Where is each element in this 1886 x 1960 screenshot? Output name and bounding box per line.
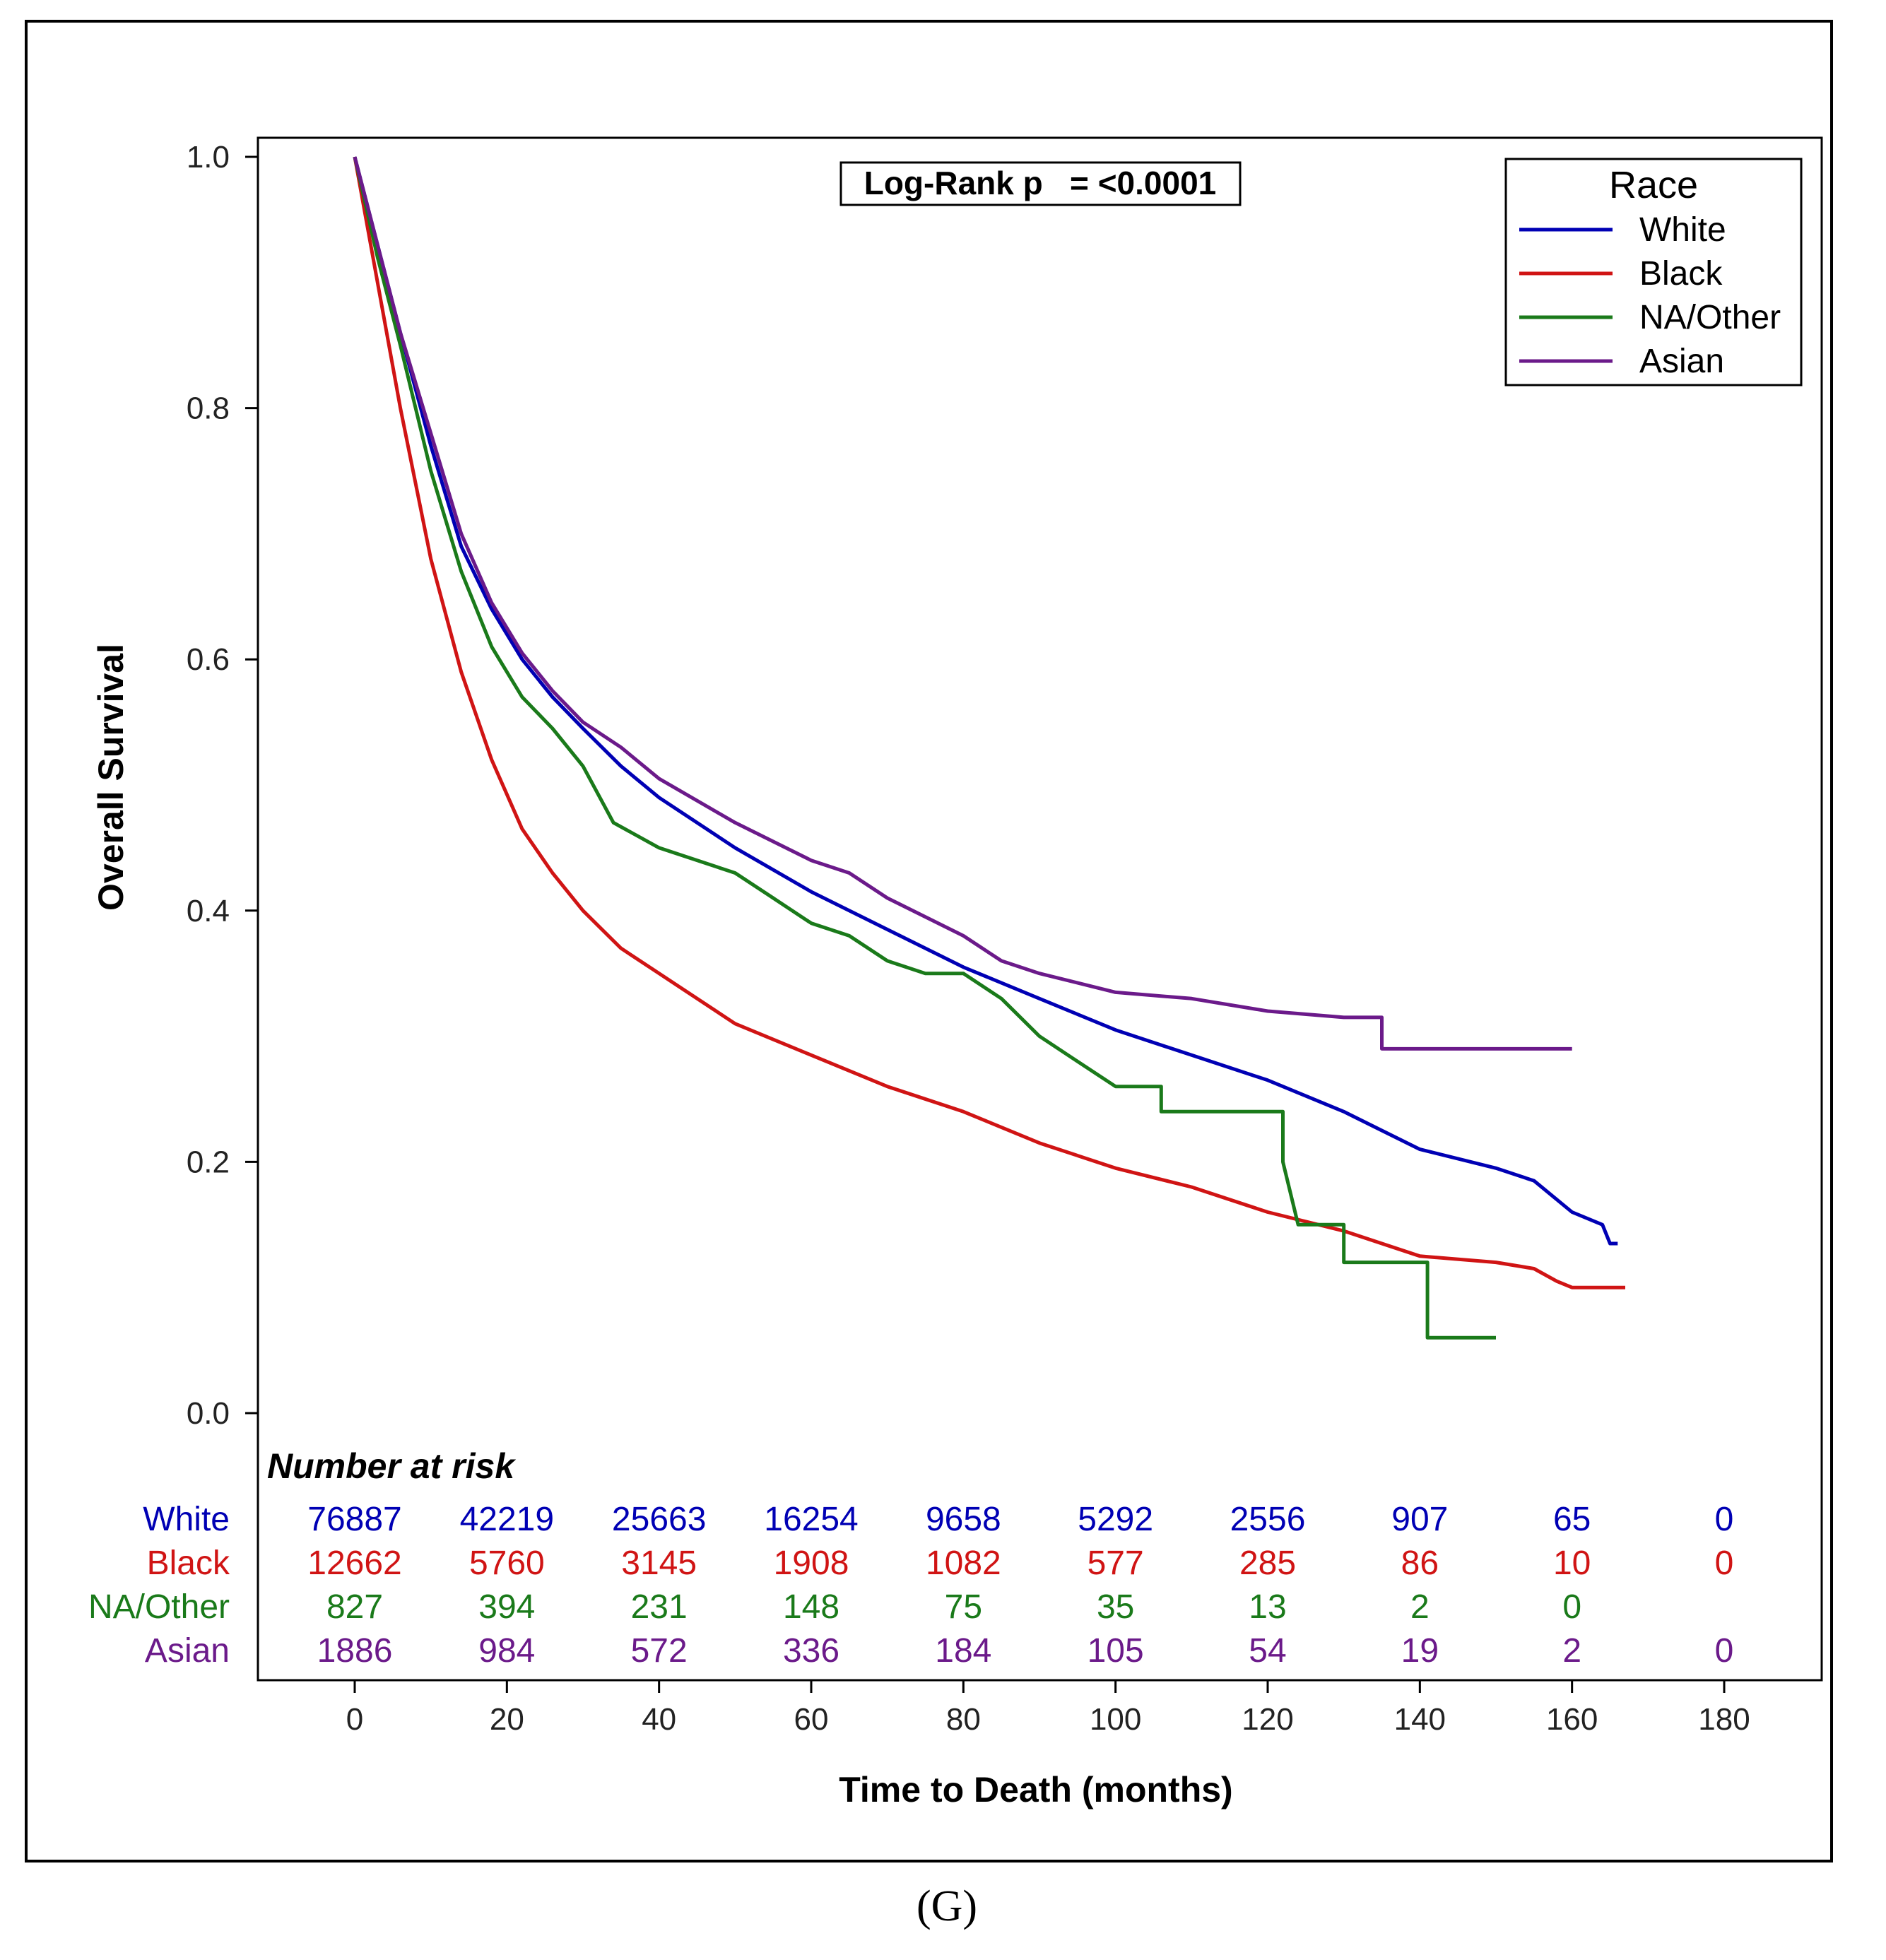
risk-cell: 3145	[621, 1545, 697, 1582]
risk-cell: 54	[1249, 1632, 1286, 1670]
y-tick-label: 0.4	[187, 894, 230, 928]
risk-cell: 10	[1553, 1545, 1591, 1582]
risk-cell: 336	[783, 1632, 839, 1670]
x-tick-label: 160	[1546, 1702, 1598, 1737]
risk-cell: 0	[1715, 1545, 1734, 1582]
series-line-na-other	[353, 156, 1496, 1340]
risk-cell: 13	[1249, 1588, 1286, 1626]
x-tick-label: 80	[946, 1702, 981, 1737]
plot-frame	[257, 136, 1823, 1682]
x-axis: 0 20 40 60 80 100 120 140 160 180	[346, 1680, 1750, 1737]
risk-cell: 9658	[926, 1501, 1001, 1538]
risk-cell: 65	[1553, 1501, 1591, 1538]
x-tick-label: 100	[1090, 1702, 1141, 1737]
risk-table: White 76887 42219 25663 16254 9658 5292 2556 907…	[88, 1501, 1733, 1670]
risk-cell: 105	[1088, 1632, 1144, 1670]
risk-cell: 35	[1097, 1588, 1134, 1626]
x-tick-label: 140	[1394, 1702, 1446, 1737]
risk-cell: 76887	[307, 1501, 401, 1538]
legend: Race White Black NA/Other Asian	[1504, 158, 1803, 386]
risk-cell: 5292	[1078, 1501, 1153, 1538]
survival-curves	[353, 156, 1625, 1340]
x-tick-label: 120	[1242, 1702, 1293, 1737]
risk-cell: 827	[326, 1588, 383, 1626]
risk-cell: 2556	[1230, 1501, 1306, 1538]
y-tick-label: 0.6	[187, 642, 230, 677]
series-line-asian	[353, 156, 1572, 1051]
risk-cell: 394	[478, 1588, 535, 1626]
risk-cell: 577	[1088, 1545, 1144, 1582]
risk-row-label-white: White	[143, 1501, 230, 1538]
legend-label-black: Black	[1639, 255, 1723, 293]
y-axis-title: Overall Survival	[91, 644, 131, 911]
risk-cell: 86	[1401, 1545, 1439, 1582]
x-tick-label: 0	[346, 1702, 363, 1737]
risk-cell: 42219	[460, 1501, 554, 1538]
risk-cell: 16254	[764, 1501, 858, 1538]
risk-cell: 0	[1715, 1501, 1734, 1538]
risk-cell: 148	[783, 1588, 839, 1626]
risk-cell: 1082	[926, 1545, 1001, 1582]
legend-items: White Black NA/Other Asian	[1519, 211, 1781, 380]
x-tick-label: 60	[794, 1702, 829, 1737]
pvalue-annotation: Log-Rank p = <0.0001	[864, 165, 1217, 201]
risk-cell: 2	[1410, 1588, 1430, 1626]
y-tick-label: 0.0	[187, 1396, 230, 1431]
risk-row-label-black: Black	[147, 1545, 230, 1582]
risk-cell: 572	[631, 1632, 688, 1670]
risk-cell: 19	[1401, 1632, 1439, 1670]
x-tick-label: 40	[642, 1702, 676, 1737]
x-tick-label: 20	[490, 1702, 524, 1737]
risk-row-label-na-other: NA/Other	[88, 1588, 230, 1626]
risk-table-title: Number at risk	[267, 1446, 516, 1486]
legend-title: Race	[1609, 164, 1698, 206]
risk-cell: 231	[631, 1588, 688, 1626]
risk-cell: 75	[945, 1588, 982, 1626]
risk-cell: 1886	[317, 1632, 393, 1670]
x-axis-title: Time to Death (months)	[839, 1770, 1232, 1810]
x-tick-label: 180	[1698, 1702, 1750, 1737]
risk-cell: 184	[935, 1632, 991, 1670]
risk-cell: 984	[478, 1632, 535, 1670]
figure-caption: (G)	[917, 1882, 977, 1930]
legend-label-na-other: NA/Other	[1639, 299, 1781, 336]
y-tick-label: 0.8	[187, 391, 230, 426]
legend-label-white: White	[1639, 211, 1726, 249]
y-axis: 0.0 0.2 0.4 0.6 0.8 1.0	[187, 140, 258, 1431]
risk-cell: 5760	[469, 1545, 545, 1582]
legend-label-asian: Asian	[1639, 343, 1724, 380]
risk-cell: 0	[1715, 1632, 1734, 1670]
series-line-black	[353, 156, 1625, 1289]
risk-cell: 1908	[774, 1545, 849, 1582]
risk-cell: 25663	[612, 1501, 706, 1538]
risk-cell: 12662	[307, 1545, 401, 1582]
risk-cell: 285	[1239, 1545, 1296, 1582]
risk-cell: 2	[1562, 1632, 1581, 1670]
y-tick-label: 0.2	[187, 1145, 230, 1179]
series-line-white	[353, 156, 1618, 1246]
risk-cell: 907	[1391, 1501, 1448, 1538]
risk-cell: 0	[1562, 1588, 1581, 1626]
pvalue-box	[839, 161, 1242, 206]
y-tick-label: 1.0	[187, 140, 230, 175]
risk-row-label-asian: Asian	[145, 1632, 230, 1670]
